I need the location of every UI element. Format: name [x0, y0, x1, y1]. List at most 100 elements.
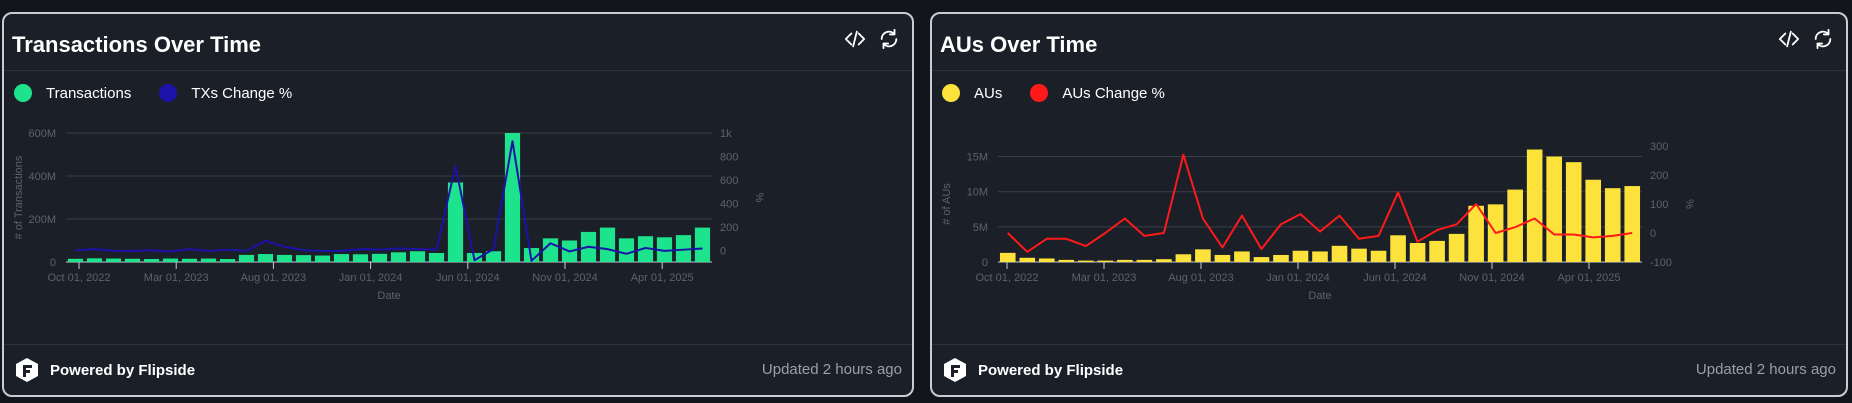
panel-title: Transactions Over Time — [12, 32, 262, 57]
updated-text: Updated 2 hours ago — [761, 361, 902, 378]
legend-swatch — [1030, 84, 1049, 102]
aus-panel: AUs Over Time AUs AUs Change % 0 5M 10M 15M… — [930, 12, 1848, 397]
aus-chart: 0 5M 10M 15M -100 0 100 200 300 Oct 01, 2022 Mar 0… — [941, 141, 1695, 302]
panel-header: Transactions Over Time — [4, 14, 912, 71]
x-axis-title: Date — [377, 290, 400, 302]
bar-14 — [314, 255, 331, 262]
bar-18 — [390, 252, 407, 262]
y2-tick-label: 800 — [720, 151, 738, 163]
powered-by-label: Powered by Flipside — [978, 361, 1124, 379]
bar-21 — [447, 182, 464, 262]
bar-12 — [1214, 254, 1231, 262]
bar-29 — [599, 227, 616, 262]
y-axis-title: # of AUs — [941, 183, 953, 225]
legend-swatch — [159, 84, 178, 102]
y2-tick-label: 0 — [720, 245, 726, 257]
bar-2 — [1019, 257, 1036, 262]
y2-tick-label: 600 — [720, 175, 738, 187]
bar-33 — [675, 235, 692, 262]
change-line-series — [75, 140, 703, 262]
change-line-series — [1007, 153, 1633, 253]
x-tick-label: Jan 01, 2024 — [339, 272, 403, 284]
x-tick-label: Aug 01, 2023 — [1168, 272, 1233, 284]
bar-15 — [1273, 254, 1289, 262]
bar-12 — [276, 254, 293, 262]
bar-19 — [1351, 248, 1367, 262]
bar-10 — [238, 254, 255, 262]
y-tick-label: 15M — [967, 152, 988, 164]
y2-axis-title: % — [753, 193, 765, 203]
legend-item-aus-change[interactable]: AUs Change % — [1030, 84, 1165, 102]
bar-26 — [542, 238, 559, 262]
x-tick-label: Oct 01, 2022 — [48, 272, 111, 284]
chart-legend: Transactions TXs Change % — [14, 84, 320, 102]
x-tick-label: Jan 01, 2024 — [1266, 272, 1330, 284]
flipside-logo-icon — [944, 358, 966, 382]
chart-legend: AUs AUs Change % — [942, 84, 1193, 102]
x-tick-label: Apr 01, 2025 — [1558, 272, 1621, 284]
bar-6 — [1097, 260, 1114, 262]
bar-31 — [1585, 179, 1602, 262]
powered-by-label: Powered by Flipside — [50, 361, 196, 379]
bar-16 — [1292, 250, 1309, 262]
bar-34 — [694, 227, 711, 262]
legend-item-aus[interactable]: AUs — [942, 84, 1002, 102]
legend-swatch — [14, 84, 32, 102]
bar-20 — [428, 252, 445, 262]
bar-30 — [618, 238, 635, 262]
bar-7 — [181, 258, 198, 262]
y-tick-label: 5M — [973, 222, 988, 234]
x-tick-label: Nov 01, 2024 — [532, 272, 597, 284]
x-tick-label: Jun 01, 2024 — [436, 272, 500, 284]
y-tick-label: 0 — [50, 257, 56, 269]
updated-text: Updated 2 hours ago — [1695, 361, 1836, 378]
refresh-icon[interactable] — [878, 28, 900, 50]
bar-11 — [257, 254, 274, 262]
powered-by[interactable]: Powered by Flipside — [942, 357, 1123, 383]
bar-10 — [1175, 254, 1192, 262]
y-tick-label: 0 — [982, 257, 988, 269]
bar-25 — [1468, 205, 1484, 262]
bar-8 — [200, 258, 217, 262]
legend-label: Transactions — [46, 84, 132, 102]
x-tick-label: Oct 01, 2022 — [976, 272, 1039, 284]
bar-7 — [1117, 259, 1133, 262]
bar-13 — [1234, 251, 1250, 262]
powered-by[interactable]: Powered by Flipside — [14, 357, 195, 383]
y-tick-label: 400M — [28, 171, 56, 183]
bar-23 — [1429, 240, 1445, 262]
code-icon[interactable] — [1778, 28, 1800, 50]
legend-item-transactions[interactable]: Transactions — [14, 84, 131, 102]
bar-24 — [1448, 233, 1465, 262]
bar-32 — [656, 237, 673, 262]
y-tick-label: 10M — [967, 187, 988, 199]
x-tick-label: Mar 01, 2023 — [1072, 272, 1137, 284]
bar-24 — [504, 133, 521, 262]
x-tick-label: Nov 01, 2024 — [1459, 272, 1524, 284]
x-tick-label: Apr 01, 2025 — [631, 272, 694, 284]
bar-28 — [1526, 149, 1543, 262]
bar-30 — [1565, 162, 1582, 262]
bar-4 — [124, 258, 141, 262]
x-tick-label: Mar 01, 2023 — [144, 272, 209, 284]
x-tick-label: Aug 01, 2023 — [241, 272, 306, 284]
code-icon[interactable] — [844, 28, 866, 50]
y2-tick-label: 300 — [1650, 141, 1668, 153]
bar-18 — [1331, 245, 1348, 262]
y-tick-label: 600M — [28, 128, 56, 140]
bar-3 — [1038, 258, 1055, 262]
legend-swatch — [942, 84, 960, 102]
bar-9 — [219, 258, 236, 262]
legend-label: AUs Change % — [1062, 84, 1165, 102]
legend-item-txs-change[interactable]: TXs Change % — [159, 84, 292, 102]
refresh-icon[interactable] — [1812, 28, 1834, 50]
bar-6 — [162, 258, 179, 262]
y2-tick-label: 200 — [720, 222, 738, 234]
bar-19 — [409, 251, 426, 262]
y2-tick-label: 400 — [720, 198, 738, 210]
bar-27 — [1507, 189, 1523, 262]
bar-33 — [1624, 186, 1641, 262]
y-tick-label: 200M — [28, 214, 56, 226]
bar-3 — [105, 258, 122, 262]
bar-32 — [1604, 188, 1621, 262]
